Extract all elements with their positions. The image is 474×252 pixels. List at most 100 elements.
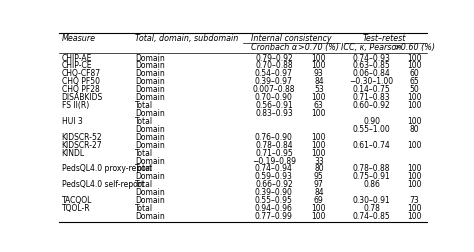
Text: 0.70–0.90: 0.70–0.90 bbox=[255, 93, 293, 102]
Text: Domain: Domain bbox=[135, 196, 165, 205]
Text: Domain: Domain bbox=[135, 172, 165, 181]
Text: 100: 100 bbox=[311, 141, 326, 150]
Text: 0.39–0.97: 0.39–0.97 bbox=[255, 77, 293, 86]
Text: Total, domain, subdomain: Total, domain, subdomain bbox=[135, 34, 238, 43]
Text: 0.59–0.93: 0.59–0.93 bbox=[255, 172, 293, 181]
Text: ICC, κ, Pearson: ICC, κ, Pearson bbox=[341, 43, 402, 52]
Text: >0.60 (%): >0.60 (%) bbox=[394, 43, 435, 52]
Text: 0.74–0.94: 0.74–0.94 bbox=[255, 165, 293, 173]
Text: 100: 100 bbox=[311, 54, 326, 62]
Text: TQOL-R: TQOL-R bbox=[62, 204, 90, 213]
Text: CHIP-CE: CHIP-CE bbox=[62, 61, 92, 71]
Text: 0.56–0.91: 0.56–0.91 bbox=[255, 101, 293, 110]
Text: 0.79–0.92: 0.79–0.92 bbox=[255, 54, 293, 62]
Text: PedsQL4.0 self-report: PedsQL4.0 self-report bbox=[62, 180, 144, 189]
Text: 100: 100 bbox=[407, 141, 421, 150]
Text: −0.30–1.00: −0.30–1.00 bbox=[349, 77, 393, 86]
Text: 0.71–0.83: 0.71–0.83 bbox=[353, 93, 391, 102]
Text: KIDSCR-27: KIDSCR-27 bbox=[62, 141, 102, 150]
Text: Total: Total bbox=[135, 101, 153, 110]
Text: Domain: Domain bbox=[135, 156, 165, 166]
Text: 100: 100 bbox=[407, 101, 421, 110]
Text: 0.30–0.91: 0.30–0.91 bbox=[353, 196, 391, 205]
Text: 100: 100 bbox=[407, 165, 421, 173]
Text: 60: 60 bbox=[410, 69, 419, 78]
Text: 0.77–0.99: 0.77–0.99 bbox=[255, 212, 293, 221]
Text: Domain: Domain bbox=[135, 54, 165, 62]
Text: 0.75–0.91: 0.75–0.91 bbox=[353, 172, 391, 181]
Text: Total: Total bbox=[135, 117, 153, 126]
Text: 0.39–0.90: 0.39–0.90 bbox=[255, 188, 293, 197]
Text: 0.70–0.88: 0.70–0.88 bbox=[255, 61, 293, 71]
Text: CHQ-CF87: CHQ-CF87 bbox=[62, 69, 100, 78]
Text: 33: 33 bbox=[314, 156, 324, 166]
Text: 100: 100 bbox=[407, 93, 421, 102]
Text: Internal consistency: Internal consistency bbox=[251, 34, 331, 43]
Text: Domain: Domain bbox=[135, 125, 165, 134]
Text: Domain: Domain bbox=[135, 61, 165, 71]
Text: 65: 65 bbox=[410, 77, 419, 86]
Text: 80: 80 bbox=[314, 165, 324, 173]
Text: KINDL: KINDL bbox=[62, 149, 85, 158]
Text: Domain: Domain bbox=[135, 93, 165, 102]
Text: DISABKIDS: DISABKIDS bbox=[62, 93, 103, 102]
Text: Total: Total bbox=[135, 165, 153, 173]
Text: HUI 3: HUI 3 bbox=[62, 117, 82, 126]
Text: Domain: Domain bbox=[135, 69, 165, 78]
Text: 84: 84 bbox=[314, 188, 324, 197]
Text: Measure: Measure bbox=[62, 34, 96, 43]
Text: Total: Total bbox=[135, 204, 153, 213]
Text: 0.94–0.96: 0.94–0.96 bbox=[255, 204, 293, 213]
Text: 100: 100 bbox=[407, 117, 421, 126]
Text: Domain: Domain bbox=[135, 141, 165, 150]
Text: 0.63–0.85: 0.63–0.85 bbox=[353, 61, 391, 71]
Text: 100: 100 bbox=[407, 204, 421, 213]
Text: 100: 100 bbox=[407, 172, 421, 181]
Text: 0.90: 0.90 bbox=[363, 117, 380, 126]
Text: 0.007–0.88: 0.007–0.88 bbox=[253, 85, 295, 94]
Text: 63: 63 bbox=[314, 101, 324, 110]
Text: 0.83–0.93: 0.83–0.93 bbox=[255, 109, 293, 118]
Text: 80: 80 bbox=[410, 125, 419, 134]
Text: FS II(R): FS II(R) bbox=[62, 101, 89, 110]
Text: 93: 93 bbox=[314, 69, 324, 78]
Text: 0.66–0.92: 0.66–0.92 bbox=[255, 180, 293, 189]
Text: Domain: Domain bbox=[135, 85, 165, 94]
Text: 0.71–0.95: 0.71–0.95 bbox=[255, 149, 293, 158]
Text: 100: 100 bbox=[311, 149, 326, 158]
Text: Test–retest: Test–retest bbox=[362, 34, 406, 43]
Text: Domain: Domain bbox=[135, 109, 165, 118]
Text: 0.14–0.75: 0.14–0.75 bbox=[353, 85, 391, 94]
Text: 100: 100 bbox=[407, 54, 421, 62]
Text: 53: 53 bbox=[314, 85, 324, 94]
Text: 100: 100 bbox=[311, 133, 326, 142]
Text: 84: 84 bbox=[314, 77, 324, 86]
Text: Domain: Domain bbox=[135, 212, 165, 221]
Text: 0.55–1.00: 0.55–1.00 bbox=[353, 125, 391, 134]
Text: 0.78–0.84: 0.78–0.84 bbox=[255, 141, 293, 150]
Text: 97: 97 bbox=[314, 180, 324, 189]
Text: 0.74–0.93: 0.74–0.93 bbox=[353, 54, 391, 62]
Text: 0.78: 0.78 bbox=[363, 204, 380, 213]
Text: 100: 100 bbox=[311, 212, 326, 221]
Text: 0.86: 0.86 bbox=[363, 180, 380, 189]
Text: 0.74–0.85: 0.74–0.85 bbox=[353, 212, 391, 221]
Text: 0.55–0.95: 0.55–0.95 bbox=[255, 196, 293, 205]
Text: Cronbach α: Cronbach α bbox=[251, 43, 297, 52]
Text: Domain: Domain bbox=[135, 188, 165, 197]
Text: Domain: Domain bbox=[135, 77, 165, 86]
Text: Total: Total bbox=[135, 149, 153, 158]
Text: 0.60–0.92: 0.60–0.92 bbox=[353, 101, 391, 110]
Text: >0.70 (%): >0.70 (%) bbox=[298, 43, 339, 52]
Text: 100: 100 bbox=[311, 93, 326, 102]
Text: 0.76–0.90: 0.76–0.90 bbox=[255, 133, 293, 142]
Text: 95: 95 bbox=[314, 172, 324, 181]
Text: 100: 100 bbox=[311, 109, 326, 118]
Text: −0.19–0.89: −0.19–0.89 bbox=[252, 156, 296, 166]
Text: 100: 100 bbox=[407, 180, 421, 189]
Text: PedsQL4.0 proxy-report: PedsQL4.0 proxy-report bbox=[62, 165, 152, 173]
Text: 0.54–0.97: 0.54–0.97 bbox=[255, 69, 293, 78]
Text: Domain: Domain bbox=[135, 133, 165, 142]
Text: 0.78–0.88: 0.78–0.88 bbox=[353, 165, 390, 173]
Text: CHIP-AE: CHIP-AE bbox=[62, 54, 92, 62]
